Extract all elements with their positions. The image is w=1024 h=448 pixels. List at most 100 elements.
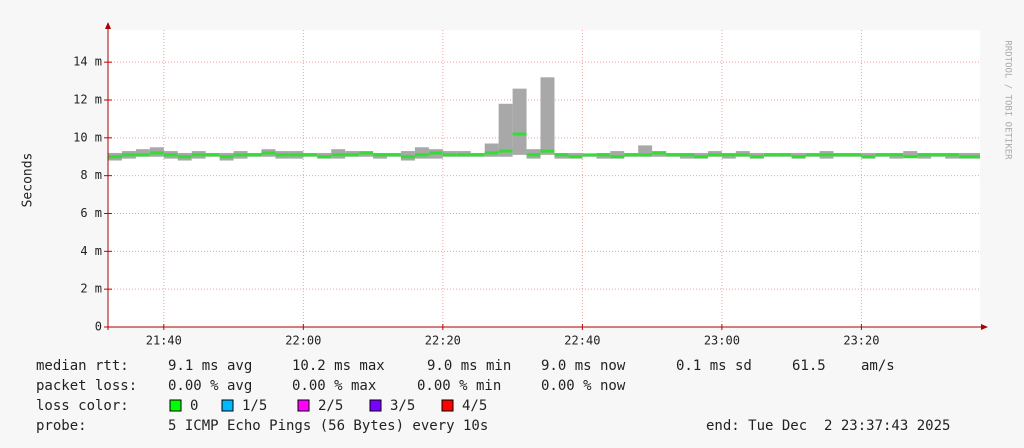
median-step — [568, 155, 583, 159]
median-step — [707, 153, 722, 157]
packet-loss-text: packet loss: — [36, 378, 137, 394]
median-rtt-text: 9.1 ms avg — [168, 358, 252, 374]
y-axis-label: Seconds — [21, 153, 36, 208]
median-step — [763, 153, 778, 157]
median-step — [610, 155, 625, 159]
median-step — [526, 153, 541, 157]
smoke — [135, 149, 150, 157]
y-tick-label: 14 m — [73, 55, 102, 69]
median-step — [791, 155, 806, 159]
loss-color-swatch — [441, 399, 454, 412]
median-rtt-text: 61.5 — [792, 358, 826, 374]
loss-color-swatch — [369, 399, 382, 412]
y-tick-label: 12 m — [73, 92, 102, 106]
probe-label: probe: — [36, 418, 87, 434]
median-rtt-text: 9.0 ms min — [427, 358, 511, 374]
median-step — [498, 149, 513, 153]
y-tick-label: 0 — [95, 320, 102, 334]
median-step — [484, 151, 499, 155]
probe-text: 5 ICMP Echo Pings (56 Bytes) every 10s — [168, 418, 488, 434]
x-tick-label: 22:40 — [564, 334, 600, 348]
median-step — [135, 153, 150, 157]
x-tick-label: 22:00 — [285, 334, 321, 348]
end-time: end: Tue Dec 2 23:37:43 2025 — [706, 418, 950, 434]
median-step — [652, 151, 667, 155]
smoke — [414, 147, 429, 159]
smoke — [484, 143, 499, 157]
median-step — [680, 153, 694, 157]
median-step — [108, 155, 122, 159]
loss-color-swatch — [297, 399, 310, 412]
median-step — [624, 153, 639, 157]
smoke — [540, 77, 555, 155]
median-step — [749, 155, 764, 159]
median-rtt-text: 0.1 ms sd — [676, 358, 752, 374]
smoke — [638, 145, 653, 157]
y-tick-label: 2 m — [80, 282, 102, 296]
packet-loss-text: 0.00 % avg — [168, 378, 252, 394]
median-step — [428, 151, 443, 155]
median-rtt-text: median rtt: — [36, 358, 129, 374]
median-step — [470, 153, 485, 157]
axis-arrow — [105, 22, 111, 29]
smoke — [512, 88, 527, 155]
median-step — [191, 153, 206, 157]
axis-arrow — [981, 324, 988, 330]
y-tick-label: 10 m — [73, 130, 102, 144]
median-step — [931, 153, 946, 157]
packet-loss-text: 0.00 % min — [417, 378, 501, 394]
median-step — [735, 153, 750, 157]
side-credit: RRDTOOL / TOBI OETIKER — [1003, 40, 1013, 160]
median-rtt-text: am/s — [861, 358, 895, 374]
loss-color-text: 3/5 — [390, 398, 415, 414]
median-step — [540, 149, 555, 153]
median-step — [261, 151, 276, 155]
smoke — [498, 103, 513, 157]
median-step — [121, 153, 136, 157]
median-rtt-text: 9.0 ms now — [541, 358, 626, 374]
median-step — [833, 153, 848, 157]
median-step — [275, 153, 290, 157]
median-step — [805, 153, 820, 157]
plot-area — [108, 30, 980, 327]
median-step — [959, 155, 974, 159]
packet-loss-text: 0.00 % max — [292, 378, 376, 394]
median-rtt-text: 10.2 ms max — [292, 358, 385, 374]
loss-color-text: 4/5 — [462, 398, 487, 414]
loss-color-swatch — [221, 399, 234, 412]
median-step — [777, 153, 792, 157]
median-step — [177, 155, 192, 159]
median-step — [387, 153, 401, 157]
x-tick-label: 22:20 — [425, 334, 461, 348]
median-step — [442, 153, 457, 157]
median-step — [666, 153, 681, 157]
median-step — [400, 155, 415, 159]
y-tick-label: 4 m — [80, 244, 102, 258]
loss-color-text: 0 — [190, 398, 198, 414]
median-step — [582, 153, 597, 157]
median-step — [889, 153, 904, 157]
median-step — [638, 153, 653, 157]
median-step — [219, 155, 234, 159]
smoke — [610, 151, 625, 159]
median-step — [721, 153, 736, 157]
smoke — [903, 151, 918, 157]
x-tick-label: 23:00 — [704, 334, 740, 348]
median-step — [973, 155, 980, 159]
y-tick-label: 6 m — [80, 206, 102, 220]
median-step — [289, 153, 304, 157]
median-step — [819, 153, 834, 157]
loss-color-text: 1/5 — [242, 398, 267, 414]
median-step — [917, 153, 932, 157]
median-step — [205, 153, 220, 157]
median-step — [163, 153, 178, 157]
median-step — [373, 153, 388, 157]
median-step — [345, 153, 360, 157]
median-step — [247, 153, 262, 157]
median-step — [512, 132, 527, 136]
median-step — [456, 153, 471, 157]
median-step — [317, 155, 332, 159]
x-tick-label: 21:40 — [146, 334, 182, 348]
median-step — [861, 155, 876, 159]
